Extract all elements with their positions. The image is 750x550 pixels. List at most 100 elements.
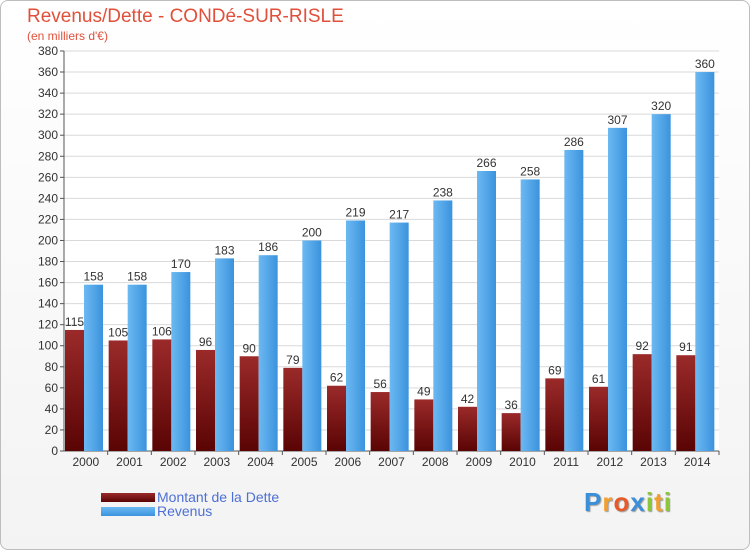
bar-dette (283, 367, 303, 451)
data-label-dette: 96 (199, 335, 213, 349)
data-label-revenus: 200 (302, 225, 322, 239)
data-label-revenus: 286 (564, 135, 584, 149)
data-label-dette: 79 (286, 353, 300, 367)
data-label-dette: 90 (242, 341, 256, 355)
legend-label-dette: Montant de la Dette (157, 489, 280, 505)
data-label-dette: 106 (152, 324, 172, 338)
y-tick-label: 0 (51, 444, 58, 458)
y-tick-label: 220 (38, 212, 58, 226)
y-tick-label: 240 (38, 191, 58, 205)
data-label-dette: 49 (417, 384, 431, 398)
x-tick-label: 2005 (291, 455, 318, 469)
y-tick-label: 60 (45, 381, 59, 395)
y-tick-label: 140 (38, 297, 58, 311)
y-tick-label: 300 (38, 128, 58, 142)
data-label-revenus: 170 (171, 257, 191, 271)
logo-letter: i (645, 487, 655, 517)
data-label-dette: 92 (635, 339, 649, 353)
bar-revenus (651, 114, 671, 451)
data-label-dette: 115 (65, 315, 84, 329)
y-tick-label: 360 (38, 65, 58, 79)
data-label-dette: 61 (592, 372, 606, 386)
bar-revenus (346, 220, 365, 451)
logo-letter: i (663, 487, 672, 517)
y-tick-label: 380 (38, 44, 58, 58)
bar-dette (632, 354, 652, 451)
data-label-dette: 42 (461, 392, 475, 406)
x-tick-label: 2011 (553, 455, 579, 469)
bar-dette (414, 399, 434, 451)
y-tick-label: 200 (38, 233, 58, 247)
data-label-revenus: 158 (127, 270, 147, 284)
logo-letter: o (613, 487, 631, 517)
x-tick-label: 2004 (247, 455, 274, 469)
bar-revenus (127, 284, 147, 451)
x-tick-label: 2014 (684, 455, 711, 469)
y-tick-label: 260 (38, 170, 58, 184)
data-label-revenus: 217 (389, 208, 409, 222)
y-tick-label: 40 (45, 402, 59, 416)
y-tick-label: 180 (38, 255, 58, 269)
x-tick-label: 2008 (422, 455, 449, 469)
data-label-dette: 36 (504, 398, 518, 412)
logo-letter: P (584, 487, 603, 517)
bar-revenus (608, 127, 627, 451)
y-tick-label: 340 (38, 86, 58, 100)
proxiti-logo: Proxiti (584, 487, 672, 518)
x-tick-label: 2003 (203, 455, 230, 469)
bar-revenus (258, 255, 278, 451)
bar-revenus (171, 272, 191, 451)
bar-dette (239, 356, 259, 451)
x-tick-label: 2001 (116, 455, 143, 469)
y-tick-label: 320 (38, 107, 58, 121)
data-label-revenus: 266 (476, 156, 496, 170)
bar-revenus (389, 222, 409, 451)
bar-revenus (84, 284, 103, 451)
data-label-revenus: 219 (345, 205, 365, 219)
bar-revenus (433, 200, 453, 451)
y-tick-label: 100 (38, 339, 58, 353)
legend-label-revenus: Revenus (157, 503, 213, 519)
bar-revenus (477, 171, 496, 451)
x-tick-label: 2000 (72, 455, 99, 469)
x-tick-label: 2013 (640, 455, 667, 469)
data-label-dette: 105 (108, 325, 128, 339)
bar-revenus (215, 258, 234, 451)
data-label-revenus: 360 (695, 57, 715, 71)
bar-dette (589, 386, 608, 451)
data-label-revenus: 183 (214, 243, 234, 257)
bar-revenus (695, 72, 715, 451)
logo-letter: x (630, 487, 646, 517)
bar-dette (327, 385, 346, 451)
chart-title: Revenus/Dette - CONDé-SUR-RISLE (27, 6, 344, 27)
data-label-dette: 91 (679, 340, 693, 354)
data-label-revenus: 258 (520, 164, 540, 178)
data-label-revenus: 158 (83, 270, 103, 284)
x-tick-label: 2006 (334, 455, 361, 469)
legend-item-revenus: Revenus (101, 503, 213, 519)
x-tick-label: 2002 (160, 455, 187, 469)
bar-revenus (302, 240, 322, 451)
y-tick-label: 20 (45, 423, 59, 437)
legend-swatch-revenus (101, 506, 155, 516)
bar-dette (501, 413, 521, 451)
data-label-dette: 56 (373, 377, 387, 391)
x-tick-label: 2010 (509, 455, 536, 469)
bar-dette (65, 329, 84, 451)
bar-dette (676, 355, 696, 451)
logo-letter: r (602, 487, 614, 517)
data-label-revenus: 320 (651, 99, 671, 113)
logo-letter: t (654, 487, 664, 517)
bar-dette (545, 378, 565, 451)
bar-dette (196, 349, 215, 451)
x-tick-label: 2007 (378, 455, 405, 469)
y-tick-label: 120 (38, 318, 58, 332)
bar-dette (152, 339, 172, 451)
data-label-revenus: 307 (607, 113, 627, 127)
data-label-revenus: 238 (433, 185, 453, 199)
bar-revenus (520, 179, 540, 451)
data-label-dette: 62 (330, 371, 344, 385)
bar-dette (370, 392, 390, 451)
bar-dette (108, 340, 128, 451)
bar-revenus (564, 149, 584, 451)
